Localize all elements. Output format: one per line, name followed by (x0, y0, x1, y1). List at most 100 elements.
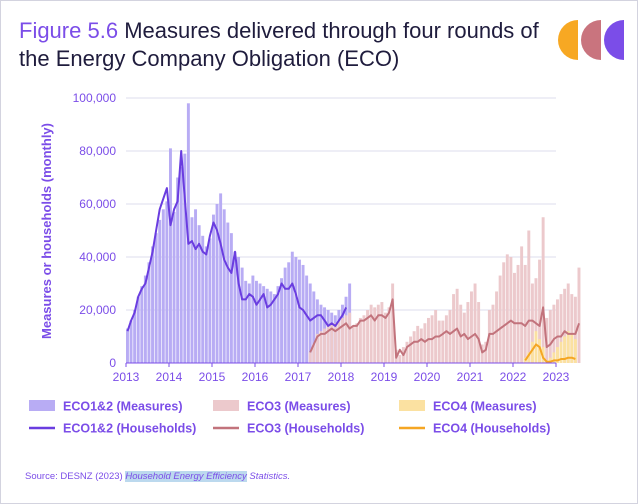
bar (215, 204, 219, 363)
x-tick-label: 2023 (543, 370, 570, 384)
bar (204, 246, 208, 363)
bar (566, 283, 570, 363)
bar (169, 148, 172, 363)
bar (298, 259, 301, 363)
y-tick-label: 100,000 (73, 91, 117, 105)
bar (337, 320, 341, 363)
bar (362, 315, 366, 363)
bar (416, 325, 420, 363)
bar (412, 331, 416, 363)
bar (341, 317, 344, 363)
bar (237, 257, 241, 363)
bar (312, 344, 316, 363)
bar (384, 312, 387, 363)
bar (391, 283, 395, 363)
bar (376, 304, 380, 363)
bar (319, 331, 323, 363)
bar (556, 299, 559, 363)
bar (344, 315, 348, 363)
bar (387, 307, 391, 363)
bar (509, 257, 513, 363)
bar (369, 304, 373, 363)
legend-label: ECO1&2 (Measures) (63, 400, 183, 414)
bar (559, 294, 563, 363)
bar (315, 333, 319, 363)
bar (240, 267, 244, 363)
bar (373, 307, 377, 363)
bar-series (126, 103, 581, 364)
bar (244, 280, 248, 363)
bar (552, 352, 556, 363)
bar (427, 317, 430, 363)
logo-orange-shape (558, 20, 578, 60)
x-tick-label: 2015 (199, 370, 226, 384)
series-line (524, 343, 576, 363)
bar (323, 328, 327, 363)
x-axis-ticks: 2013 2014 2015 2016 2017 2018 2019 2020 2021 2022… (113, 363, 570, 384)
bar (154, 233, 158, 363)
bar (351, 325, 355, 363)
bar (513, 272, 516, 363)
bar (541, 217, 545, 363)
bar (548, 357, 552, 363)
bar (470, 291, 473, 363)
bar (222, 209, 226, 363)
bar (269, 291, 273, 363)
bar (287, 262, 291, 363)
bar (455, 288, 459, 363)
bar (165, 201, 169, 363)
x-tick-label: 2016 (242, 370, 269, 384)
bar (466, 302, 470, 363)
bar (276, 286, 280, 363)
bar (534, 278, 538, 363)
bar (158, 219, 162, 363)
bar (176, 177, 180, 363)
bar (251, 275, 255, 363)
bar (398, 355, 402, 363)
bar (534, 331, 538, 363)
bar (161, 209, 165, 363)
y-axis-label: Measures or households (monthly) (39, 123, 54, 339)
bar (129, 320, 133, 363)
bar (505, 254, 509, 363)
x-tick-label: 2014 (156, 370, 183, 384)
y-tick-label: 60,000 (79, 197, 116, 211)
x-tick-label: 2018 (328, 370, 355, 384)
bar (172, 211, 176, 363)
y-tick-label: 40,000 (79, 250, 116, 264)
source-link[interactable]: Household Energy Efficiency (125, 471, 247, 482)
legend-label: ECO3 (Households) (247, 422, 364, 436)
bar (570, 333, 574, 363)
bar (495, 291, 499, 363)
bar (219, 193, 223, 363)
bar (190, 217, 194, 363)
bar (179, 166, 183, 363)
bar (197, 225, 201, 363)
bar (477, 302, 481, 363)
x-tick-label: 2021 (457, 370, 484, 384)
bar (444, 315, 448, 363)
bar (194, 209, 198, 363)
bar (258, 283, 262, 363)
bar (380, 302, 384, 363)
x-tick-label: 2019 (371, 370, 398, 384)
bar (563, 288, 567, 363)
legend-swatch (399, 400, 425, 411)
bar (366, 310, 370, 363)
bar (208, 238, 212, 363)
line-series (126, 150, 580, 363)
x-tick-label: 2022 (500, 370, 527, 384)
bar (226, 222, 230, 363)
x-tick-label: 2013 (113, 370, 140, 384)
source-note: Source: DESNZ (2023) Household Energy Ef… (25, 471, 290, 482)
bar (548, 310, 552, 363)
legend: ECO1&2 (Measures) ECO1&2 (Households) ECO3… (29, 400, 550, 436)
bar (538, 339, 542, 363)
source-suffix: Statistics. (246, 471, 291, 482)
figure-number: Figure 5.6 (19, 18, 119, 43)
bar (255, 280, 258, 363)
bar (147, 262, 151, 363)
series-line (126, 150, 348, 332)
bar (333, 323, 337, 363)
bar (212, 214, 215, 363)
